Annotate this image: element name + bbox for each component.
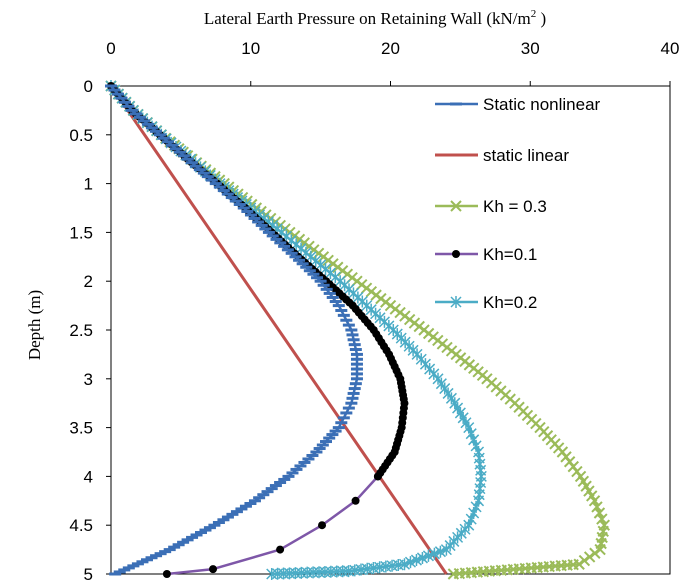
x-axis-ticks: 0 10 20 30 40	[106, 39, 679, 86]
data-point	[434, 545, 446, 558]
data-point	[452, 250, 460, 258]
series-line	[110, 85, 359, 576]
data-point	[589, 547, 601, 559]
data-point	[428, 547, 440, 560]
y-tick-label: 2	[84, 272, 93, 291]
data-point	[162, 570, 171, 578]
series-static-nonlinear	[105, 84, 363, 576]
data-point	[422, 549, 434, 562]
data-point	[591, 501, 603, 513]
legend-item: Kh=0.1	[435, 245, 537, 264]
x-tick-label: 40	[661, 39, 680, 58]
y-tick-label: 1.5	[69, 223, 93, 242]
x-tick-label: 0	[106, 39, 115, 58]
data-point	[588, 495, 601, 507]
series-kh-0-2	[105, 80, 487, 580]
y-tick-label: 0	[84, 77, 93, 96]
data-point	[318, 521, 327, 530]
x-axis-title: Lateral Earth Pressure on Retaining Wall…	[204, 8, 546, 28]
data-point	[404, 556, 416, 569]
data-point	[266, 568, 278, 580]
y-tick-label: 4.5	[69, 516, 93, 535]
legend-item: static linear	[435, 146, 569, 165]
data-point	[583, 551, 596, 563]
x-axis-title-superscript: 2	[531, 8, 537, 20]
legend-item: Static nonlinear	[435, 95, 601, 114]
data-point	[351, 496, 360, 505]
legend-item: Kh=0.2	[435, 293, 537, 312]
data-point	[440, 543, 452, 556]
data-point	[209, 565, 218, 574]
y-axis-title: Depth (m)	[25, 290, 44, 360]
y-tick-label: 1	[84, 175, 93, 194]
y-tick-label: 2.5	[69, 321, 93, 340]
y-tick-label: 4	[84, 467, 93, 486]
legend-label: Kh=0.1	[483, 245, 537, 264]
series-line	[109, 85, 448, 575]
data-point	[593, 507, 606, 519]
x-tick-label: 30	[521, 39, 540, 58]
series-kh-0-1	[107, 82, 409, 578]
legend: Static nonlinear static linear Kh = 0.3 Kh=…	[435, 95, 601, 312]
y-tick-label: 3	[84, 370, 93, 389]
legend-label: Kh=0.2	[483, 293, 537, 312]
y-axis-ticks: 0 0.5 1 1.5 2 2.5 3 3.5 4 4.5 5	[69, 77, 111, 584]
series-static-linear	[109, 85, 448, 575]
series-layer	[105, 80, 611, 580]
y-tick-label: 5	[84, 565, 93, 584]
data-point	[596, 513, 608, 525]
legend-label: static linear	[483, 146, 569, 165]
y-tick-label: 0.5	[69, 126, 93, 145]
data-point	[594, 543, 606, 556]
data-point	[447, 568, 460, 580]
x-tick-label: 20	[381, 39, 400, 58]
data-point	[450, 200, 462, 212]
legend-label: Kh = 0.3	[483, 197, 547, 216]
x-tick-label: 10	[241, 39, 260, 58]
data-point	[373, 472, 382, 481]
y-tick-label: 3.5	[69, 419, 93, 438]
data-point	[410, 554, 422, 567]
x-axis-title-main: Lateral Earth Pressure on Retaining Wall…	[204, 9, 531, 28]
legend-label: Static nonlinear	[483, 95, 601, 114]
data-point	[276, 545, 285, 554]
data-point	[578, 554, 591, 567]
legend-item: Kh = 0.3	[435, 197, 547, 216]
data-point	[416, 551, 428, 564]
x-axis-title-tail: )	[536, 9, 546, 28]
data-point	[450, 296, 462, 308]
